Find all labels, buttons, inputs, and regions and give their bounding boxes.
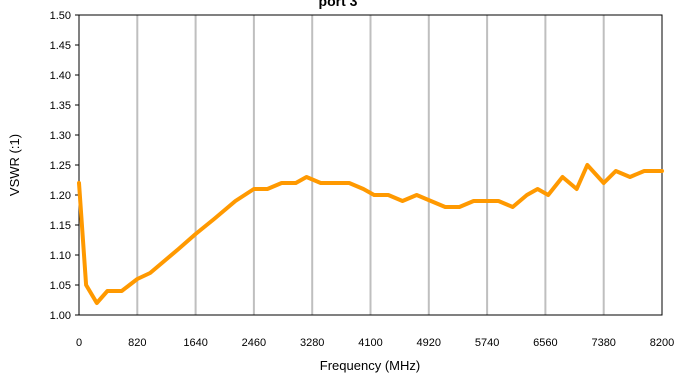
x-tick-label: 0 — [76, 337, 82, 349]
y-tick-label: 1.25 — [50, 160, 71, 172]
x-tick-label: 3280 — [300, 337, 324, 349]
y-tick-label: 1.40 — [50, 70, 71, 82]
x-axis-title: Frequency (MHz) — [320, 358, 420, 373]
series-line-0 — [77, 163, 664, 305]
y-tick-label: 1.45 — [50, 40, 71, 52]
y-tick-label: 1.30 — [50, 130, 71, 142]
x-tick-label: 6560 — [533, 337, 557, 349]
x-tick-label: 820 — [128, 337, 146, 349]
x-tick-label: 7380 — [591, 337, 615, 349]
tick-labels: 0 820 1640 2460 3280 4100 4920 5740 6560 7380 8200… — [50, 10, 675, 349]
chart-title: port 3 — [319, 0, 358, 9]
y-tick-label: 1.00 — [50, 310, 71, 322]
series-layer — [77, 163, 664, 305]
y-tick-label: 1.50 — [50, 10, 71, 22]
axes — [75, 14, 663, 316]
plot-frame — [78, 14, 663, 316]
x-tick-label: 5740 — [475, 337, 499, 349]
y-tick-label: 1.05 — [50, 280, 71, 292]
x-tick-label: 2460 — [242, 337, 266, 349]
x-tick-label: 4100 — [358, 337, 382, 349]
x-tick-label: 1640 — [183, 337, 207, 349]
y-axis-title: VSWR (:1) — [7, 134, 22, 196]
x-tick-label: 8200 — [650, 337, 674, 349]
y-tick-label: 1.35 — [50, 100, 71, 112]
y-tick-label: 1.10 — [50, 250, 71, 262]
grid-lines — [136, 15, 605, 315]
y-tick-label: 1.20 — [50, 190, 71, 202]
x-tick-label: 4920 — [417, 337, 441, 349]
y-tick-label: 1.15 — [50, 220, 71, 232]
